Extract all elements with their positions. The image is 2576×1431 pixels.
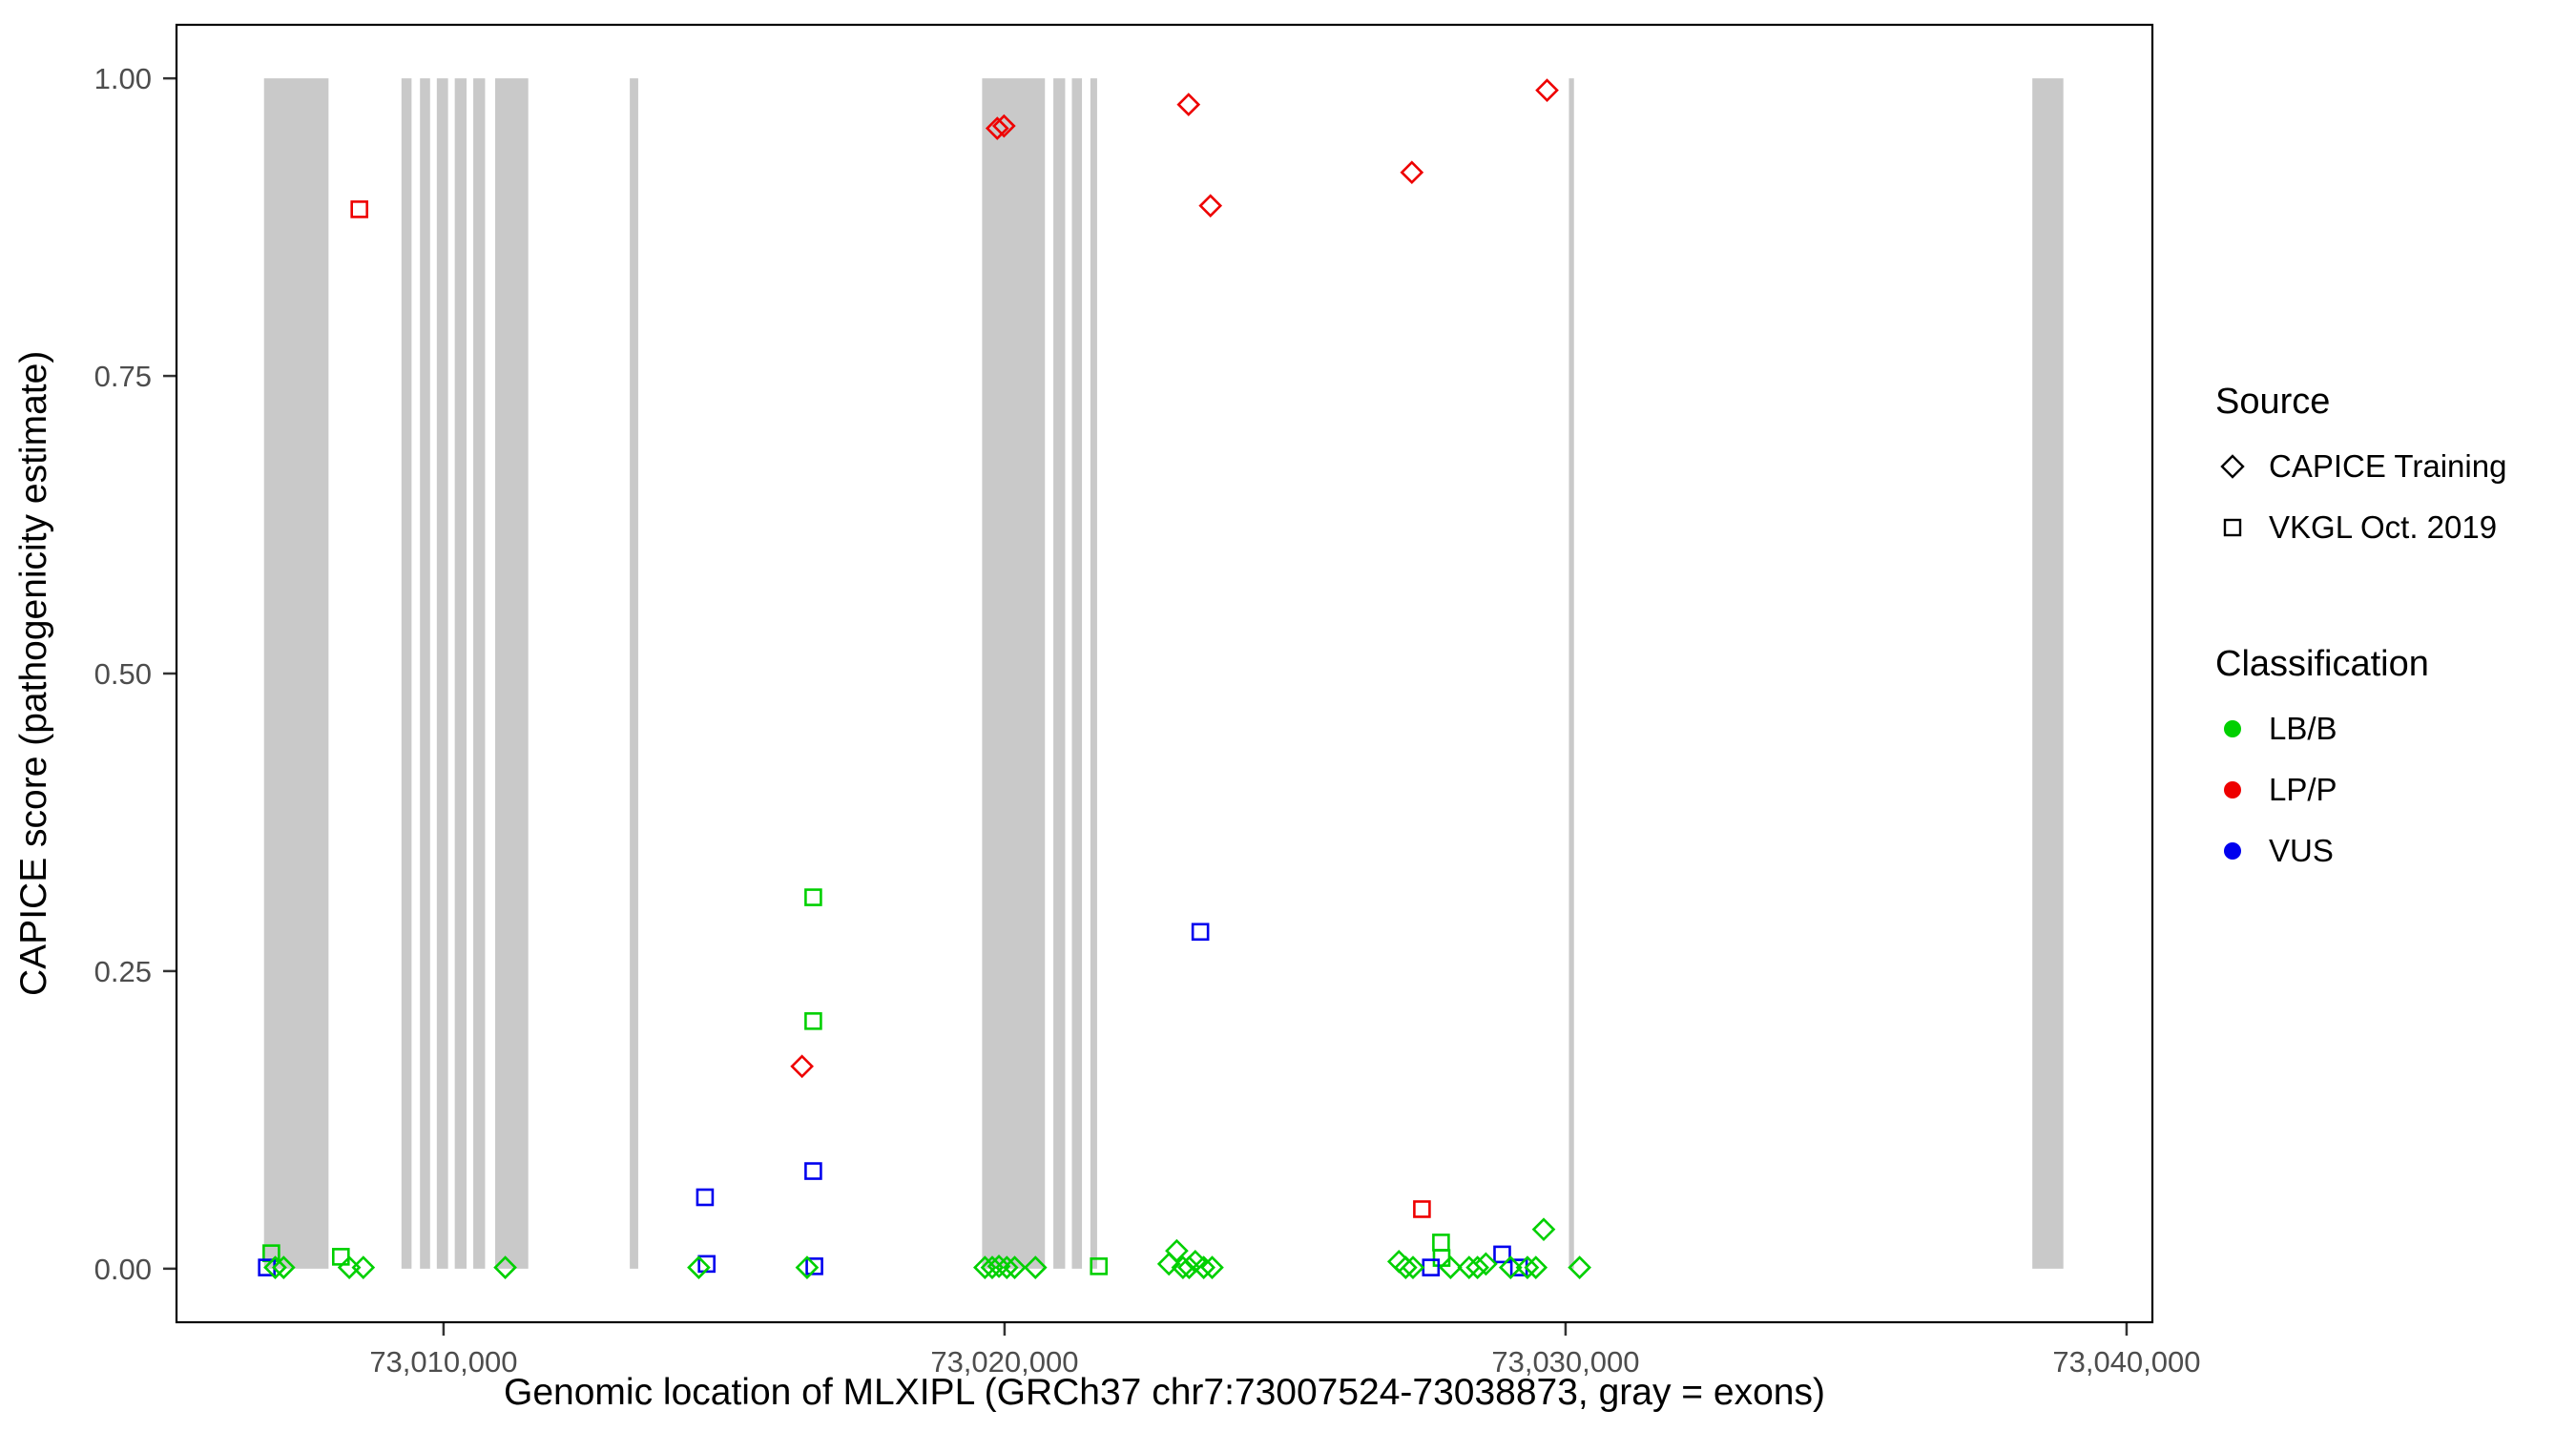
y-tick-label: 0.00 xyxy=(94,1253,152,1286)
data-point-diamond[interactable] xyxy=(987,1255,1011,1278)
y-axis-title: CAPICE score (pathogenicity estimate) xyxy=(13,350,54,997)
exon-region xyxy=(2032,78,2064,1269)
data-point-square[interactable] xyxy=(1493,1245,1511,1264)
data-point-diamond[interactable] xyxy=(1177,1255,1201,1279)
data-point-diamond[interactable] xyxy=(1200,1255,1224,1279)
data-point-diamond[interactable] xyxy=(994,1255,1019,1279)
exon-region xyxy=(630,78,638,1269)
data-point-diamond[interactable] xyxy=(687,1255,711,1279)
legend-item-label: VUS xyxy=(2269,833,2334,868)
legend-item-lpp: LP/P xyxy=(2215,759,2568,820)
data-point-diamond[interactable] xyxy=(1474,1252,1498,1276)
legend-group-classification: Classification LB/B LP/P VUS xyxy=(2215,644,2568,881)
legend-classification-title: Classification xyxy=(2215,644,2429,684)
x-tick-label: 73,020,000 xyxy=(930,1345,1078,1379)
data-point-diamond[interactable] xyxy=(1192,1255,1215,1279)
circle-icon xyxy=(2224,842,2241,860)
data-point-square[interactable] xyxy=(1413,1200,1431,1218)
circle-icon xyxy=(2224,720,2241,737)
data-point-diamond[interactable] xyxy=(1498,1255,1523,1279)
panel-border xyxy=(175,23,2154,1324)
exon-region xyxy=(454,78,467,1269)
exon-region xyxy=(1053,78,1066,1269)
data-point-square[interactable] xyxy=(1090,1257,1109,1275)
y-tick-label: 0.50 xyxy=(94,657,152,691)
data-point-diamond[interactable] xyxy=(790,1054,814,1079)
exon-region xyxy=(1071,78,1083,1269)
exon-region xyxy=(494,78,529,1269)
legend-item-label: LP/P xyxy=(2269,772,2337,807)
data-point-square[interactable] xyxy=(350,200,368,218)
diamond-icon xyxy=(2220,454,2245,479)
legend-source-title: Source xyxy=(2215,382,2331,422)
circle-icon xyxy=(2224,781,2241,798)
square-icon xyxy=(2223,518,2242,537)
data-point-diamond[interactable] xyxy=(795,1255,820,1279)
data-point-diamond[interactable] xyxy=(1401,1255,1425,1279)
data-point-square[interactable] xyxy=(696,1188,715,1207)
exon-region xyxy=(982,78,1046,1269)
data-point-diamond[interactable] xyxy=(991,114,1016,138)
data-point-diamond[interactable] xyxy=(1568,1255,1591,1279)
data-point-diamond[interactable] xyxy=(263,1255,287,1279)
data-point-diamond[interactable] xyxy=(1176,93,1201,116)
legend-group-source: Source CAPICE Training VKGL Oct. 2019 xyxy=(2215,382,2568,558)
exon-region xyxy=(1568,78,1574,1269)
exon-region xyxy=(436,78,448,1269)
exon-region xyxy=(263,78,329,1269)
exon-region xyxy=(473,78,486,1269)
data-point-diamond[interactable] xyxy=(493,1255,517,1279)
legend-item-label: LB/B xyxy=(2269,711,2337,746)
x-tick-label: 73,040,000 xyxy=(2052,1345,2200,1379)
legend-item-label: CAPICE Training xyxy=(2269,448,2507,484)
data-point-diamond[interactable] xyxy=(1531,1217,1556,1242)
data-point-square[interactable] xyxy=(804,1012,822,1030)
legend-item-vkgl: VKGL Oct. 2019 xyxy=(2215,497,2568,558)
data-point-square[interactable] xyxy=(1191,923,1210,942)
data-point-diamond[interactable] xyxy=(1515,1255,1540,1279)
data-point-diamond[interactable] xyxy=(1439,1255,1463,1279)
x-tick-label: 73,030,000 xyxy=(1491,1345,1639,1379)
data-point-diamond[interactable] xyxy=(1386,1250,1411,1274)
y-tick-label: 1.00 xyxy=(94,62,152,95)
legend-item-lbb: LB/B xyxy=(2215,698,2568,759)
data-point-diamond[interactable] xyxy=(271,1255,296,1279)
data-point-square[interactable] xyxy=(1422,1258,1441,1276)
legend-item-capice-training: CAPICE Training xyxy=(2215,436,2568,497)
data-point-diamond[interactable] xyxy=(351,1255,376,1279)
data-point-square[interactable] xyxy=(1432,1249,1451,1267)
data-point-diamond[interactable] xyxy=(1465,1255,1489,1279)
data-point-square[interactable] xyxy=(804,1162,822,1180)
exon-region xyxy=(420,78,430,1269)
legend-item-label: VKGL Oct. 2019 xyxy=(2269,509,2498,545)
data-point-diamond[interactable] xyxy=(1023,1255,1048,1279)
x-tick-label: 73,010,000 xyxy=(369,1345,517,1379)
data-point-square[interactable] xyxy=(697,1255,716,1274)
data-point-diamond[interactable] xyxy=(1003,1255,1027,1279)
data-point-diamond[interactable] xyxy=(1535,78,1559,102)
data-point-square[interactable] xyxy=(1432,1234,1450,1252)
exon-region xyxy=(401,78,412,1269)
data-point-diamond[interactable] xyxy=(1394,1255,1418,1279)
data-point-diamond[interactable] xyxy=(985,116,1009,140)
data-point-diamond[interactable] xyxy=(1198,194,1223,218)
legend: Source CAPICE Training VKGL Oct. 2019 Cl… xyxy=(2215,382,2568,881)
legend-item-vus: VUS xyxy=(2215,820,2568,881)
y-tick-label: 0.25 xyxy=(94,955,152,988)
data-point-square[interactable] xyxy=(805,1257,823,1275)
data-point-diamond[interactable] xyxy=(1165,1238,1189,1263)
data-point-diamond[interactable] xyxy=(1400,160,1424,185)
data-point-square[interactable] xyxy=(804,888,822,906)
x-axis-title: Genomic location of MLXIPL (GRCh37 chr7:… xyxy=(504,1372,1825,1413)
y-tick-label: 0.75 xyxy=(94,360,152,393)
data-point-diamond[interactable] xyxy=(1524,1255,1548,1279)
exon-region xyxy=(1090,78,1097,1269)
